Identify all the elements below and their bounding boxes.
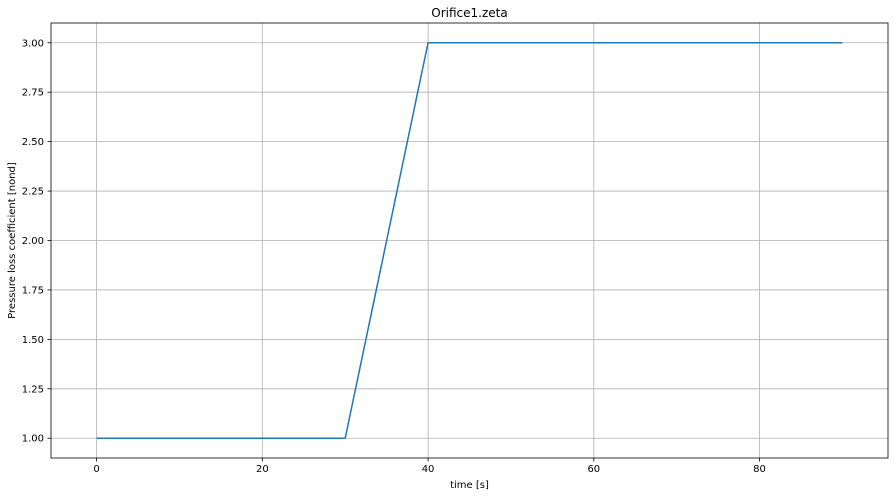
y-tick-label: 3.00 — [22, 38, 44, 49]
y-tick-label: 2.50 — [22, 137, 44, 148]
x-tick-label: 80 — [753, 464, 766, 475]
x-axis-label: time [s] — [450, 480, 489, 491]
x-tick-label: 20 — [256, 464, 269, 475]
y-tick-label: 2.00 — [22, 236, 44, 247]
x-tick-label: 0 — [93, 464, 99, 475]
y-tick-label: 1.75 — [22, 285, 44, 296]
series-layer — [96, 42, 843, 439]
x-tick-label: 60 — [587, 464, 600, 475]
y-tick-label: 1.00 — [22, 434, 44, 445]
y-tick-label: 1.50 — [22, 335, 44, 346]
y-tick-label: 1.25 — [22, 384, 44, 395]
y-tick-label: 2.75 — [22, 88, 44, 99]
axis-ticks: 0 20 40 60 80 1.00 1.25 1.50 1.75 2.00 2.25 2.50 2.7… — [22, 38, 766, 475]
x-tick-label: 40 — [422, 464, 435, 475]
y-tick-label: 2.25 — [22, 187, 44, 198]
chart-title: Orifice1.zeta — [431, 6, 507, 20]
y-axis-label: Pressure loss coefficient [nond] — [7, 162, 18, 319]
series-line-0 — [96, 42, 843, 439]
